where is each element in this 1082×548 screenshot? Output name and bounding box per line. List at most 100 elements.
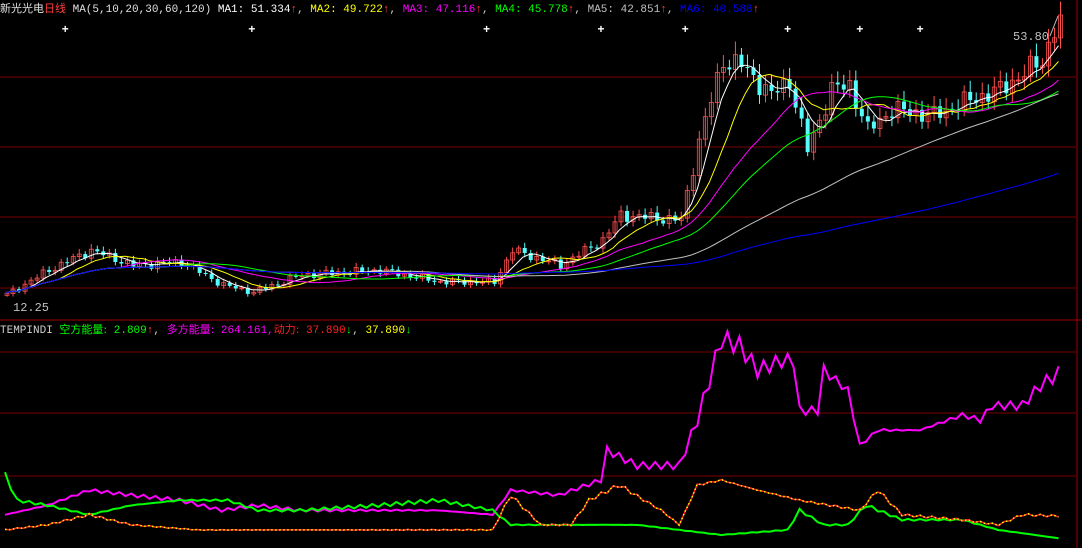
candle-up <box>702 116 708 140</box>
candle-down <box>835 82 840 85</box>
candle-up <box>1015 79 1021 82</box>
indicator-readout-4: 37.890↓ <box>365 325 411 337</box>
indicator-label: 空方能量: <box>59 323 108 336</box>
candle-down <box>757 75 762 96</box>
candle-down <box>938 106 943 118</box>
candle-up <box>125 259 130 264</box>
indicator-name[interactable]: TEMPINDI <box>0 325 53 337</box>
ma-readouts: MA1: 51.334↑, MA2: 49.722↑, MA3: 47.116↑… <box>218 4 759 16</box>
candle-down <box>227 282 232 286</box>
candle-down <box>968 91 973 101</box>
candle-down <box>859 108 864 117</box>
arrow-down-icon: ↓ <box>345 325 353 337</box>
indicator-line-3 <box>4 478 1059 532</box>
signal-marker: + <box>62 23 69 37</box>
candle-up <box>34 277 40 281</box>
candle-up <box>1052 37 1057 43</box>
candle-down <box>865 116 870 122</box>
candle-down <box>805 118 810 153</box>
candle-up <box>630 216 636 223</box>
high-price-label: 53.80 <box>1013 30 1049 44</box>
ma-label: MA2: <box>310 4 337 16</box>
ma-value: 42.851 <box>620 4 661 16</box>
candle-up <box>883 116 889 119</box>
candle-up <box>823 114 829 121</box>
candle-down <box>1004 81 1009 94</box>
candle-up <box>28 279 34 285</box>
candle-down <box>739 54 744 68</box>
candle-up <box>438 280 443 283</box>
candle-up <box>221 282 227 286</box>
indicator-line-2 <box>4 471 1059 540</box>
arrow-up-icon: ↑ <box>752 4 760 16</box>
price-panel-header: 新光光电日线 MA(5,10,20,30,60,120) MA1: 51.334… <box>0 2 759 17</box>
candle-up <box>40 269 46 279</box>
candle-down <box>83 254 88 259</box>
high-pointer <box>1049 15 1059 37</box>
ma-readout-4: MA4: 45.778↑, <box>495 4 588 16</box>
candle-up <box>690 175 696 191</box>
candle-up <box>733 54 738 70</box>
candle-up <box>4 293 10 296</box>
candle-up <box>811 132 817 153</box>
ma-label: MA3: <box>402 4 430 16</box>
candle-down <box>197 265 202 273</box>
candle-up <box>997 81 1003 88</box>
candle-up <box>510 252 516 261</box>
candle-down <box>131 260 136 267</box>
candle-up <box>401 273 407 277</box>
indicator-readout-1: 空方能量: 2.809↑, <box>59 323 167 337</box>
candle-down <box>408 273 413 278</box>
ma-label: MA1: <box>217 4 245 16</box>
candle-up <box>534 256 540 261</box>
candle-down <box>17 289 22 292</box>
candle-up <box>925 112 931 123</box>
candle-up <box>763 84 768 96</box>
ma-value: 40.588 <box>713 4 753 16</box>
arrow-up-icon: ↑ <box>290 4 298 16</box>
candle-up <box>22 283 28 292</box>
candle-down <box>799 107 804 119</box>
candle-down <box>95 249 100 252</box>
candle-down <box>853 80 858 109</box>
candle-down <box>522 248 527 253</box>
signal-marker: + <box>784 23 791 37</box>
candle-up <box>582 246 588 257</box>
candle-down <box>233 285 238 289</box>
candle-down <box>528 252 533 260</box>
ma-value: 49.722 <box>343 4 383 16</box>
candle-down <box>588 246 593 248</box>
candle-down <box>432 280 437 282</box>
indicator-label: 动力: <box>273 323 300 336</box>
candle-up <box>251 291 257 295</box>
arrow-up-icon: ↑ <box>382 4 390 16</box>
candle-up <box>612 221 618 234</box>
ma-readout-6: MA6: 40.588↑ <box>680 4 759 16</box>
candle-down <box>215 279 220 286</box>
signal-marker: + <box>856 23 863 37</box>
candle-down <box>348 273 353 275</box>
candle-down <box>293 275 298 277</box>
candle-up <box>708 102 714 118</box>
period-label[interactable]: 日线 <box>44 2 66 15</box>
signal-marker: + <box>597 23 604 37</box>
candle-down <box>1034 56 1039 68</box>
signal-marker: + <box>916 23 923 37</box>
candle-up <box>1028 55 1033 78</box>
candle-down <box>871 121 876 129</box>
candle-up <box>600 237 606 249</box>
indicator-value: 37.890 <box>365 325 406 337</box>
candle-down <box>661 220 666 224</box>
ma-readout-2: MA2: 49.722↑, <box>310 4 403 16</box>
candle-down <box>119 261 124 264</box>
candle-down <box>113 253 118 262</box>
candle-down <box>775 91 780 93</box>
low-price-label: 12.25 <box>13 301 49 315</box>
candle-up <box>516 247 522 254</box>
indicator-value: 2.809 <box>113 325 147 337</box>
candle-up <box>648 212 654 220</box>
candle-down <box>769 84 774 92</box>
ma-label: MA5: <box>587 4 614 16</box>
indicator-label: 多方能量: <box>166 323 215 336</box>
